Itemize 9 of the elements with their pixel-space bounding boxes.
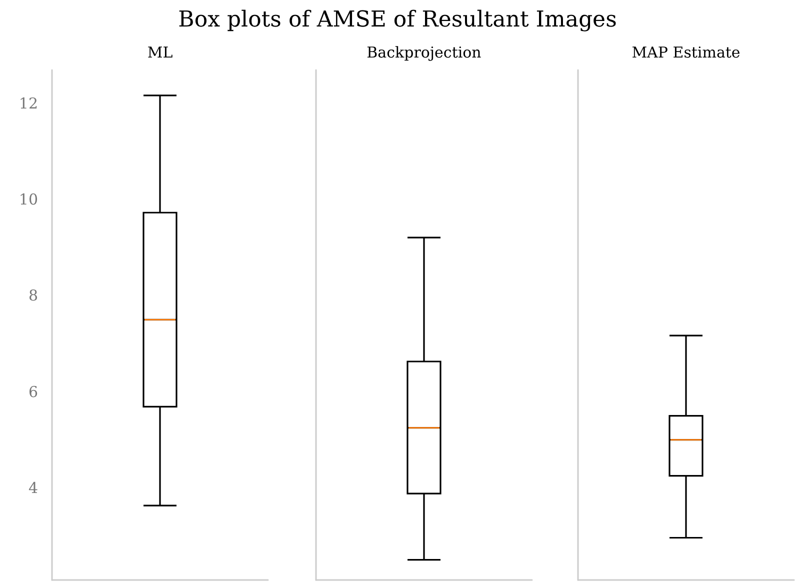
y-tick-label: 10: [18, 190, 38, 209]
y-tick-label: 8: [28, 286, 38, 305]
y-tick-label: 4: [28, 478, 38, 497]
y-tick-label: 12: [18, 94, 38, 113]
y-tick-label: 6: [28, 382, 38, 401]
x-tick-label: MAP Estimate: [632, 44, 740, 62]
x-tick-label: Backprojection: [366, 44, 482, 62]
chart-title: Box plots of AMSE of Resultant Images: [178, 8, 617, 32]
x-tick-label: ML: [147, 44, 173, 62]
